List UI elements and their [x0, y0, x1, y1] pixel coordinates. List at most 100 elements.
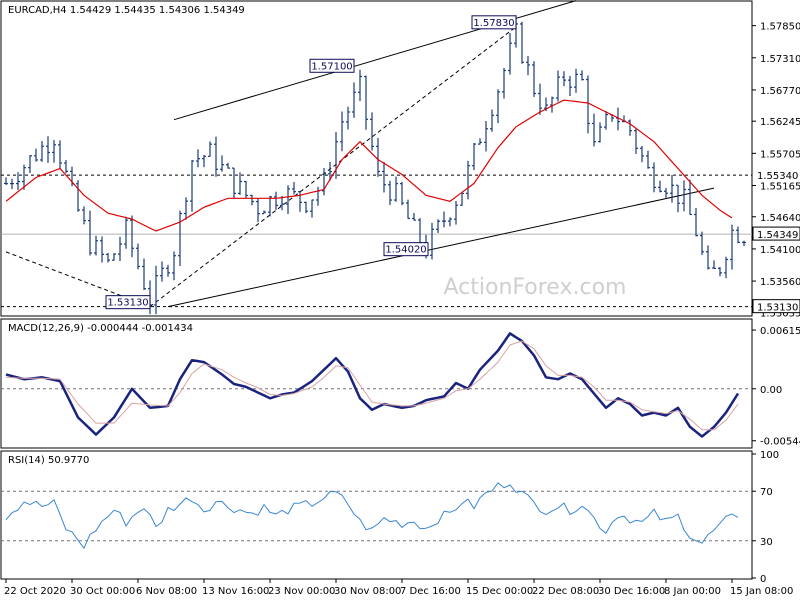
candle	[532, 61, 536, 97]
candle	[118, 236, 122, 261]
candle	[358, 69, 362, 102]
macd-axis: 0.006155 0.00 -0.005449	[752, 326, 800, 448]
macd-plot	[1, 332, 752, 438]
macd-tick-label: 0.00	[760, 385, 782, 396]
rsi-axis: 100 70 30 0	[752, 450, 779, 585]
candle	[400, 181, 404, 206]
candle	[28, 155, 32, 174]
price-mark-label: 1.54349	[757, 230, 798, 241]
candle	[448, 217, 452, 227]
price-tick-label: 1.56245	[760, 117, 800, 128]
candle	[658, 180, 662, 193]
price-tick-label: 1.54100	[760, 245, 800, 256]
candle	[100, 236, 104, 263]
candle	[538, 83, 542, 115]
candle	[394, 176, 398, 202]
candle	[106, 252, 110, 263]
candle	[250, 194, 254, 206]
annotation-text: 1.54020	[385, 245, 426, 256]
candle	[328, 161, 332, 181]
candle	[586, 75, 590, 134]
candle	[310, 199, 314, 218]
candle	[742, 240, 746, 247]
candle	[142, 258, 146, 291]
candle	[556, 70, 560, 102]
macd-series-1	[5, 340, 739, 431]
candle	[136, 243, 140, 270]
rsi-plot	[1, 482, 752, 549]
candle	[316, 186, 320, 206]
candle	[244, 180, 248, 199]
price-mark-bg	[753, 168, 800, 182]
time-tick-label: 30 Dec 16:00	[598, 586, 665, 597]
candle	[712, 260, 716, 270]
candle	[262, 210, 266, 215]
candle	[40, 141, 44, 162]
moving-average-line	[5, 99, 733, 232]
price-tick-label: 1.56770	[760, 86, 800, 97]
candle	[388, 180, 392, 206]
time-tick-label: 6 Nov 08:00	[136, 586, 197, 597]
candle	[646, 150, 650, 169]
candle	[364, 75, 368, 130]
candle	[430, 222, 434, 260]
candle	[442, 211, 446, 228]
candle	[82, 206, 86, 225]
annotation-box	[309, 58, 355, 73]
time-tick-label: 7 Dec 16:00	[400, 586, 461, 597]
candle	[238, 172, 242, 195]
time-axis: 22 Oct 2020 30 Oct 00:00 6 Nov 08:00 13 Nov…	[4, 579, 793, 597]
candle	[562, 71, 566, 87]
candle	[682, 180, 686, 212]
candle	[412, 212, 416, 221]
candle	[178, 210, 182, 266]
candle	[166, 264, 170, 277]
time-tick-label: 22 Oct 2020	[4, 586, 66, 597]
candle	[352, 82, 356, 118]
candle	[736, 226, 740, 244]
annotation-text: 1.57100	[311, 61, 352, 72]
candle	[88, 210, 92, 256]
candle	[298, 190, 302, 212]
candle	[700, 231, 704, 255]
candle	[478, 138, 482, 145]
watermark: ActionForex.com	[444, 275, 627, 300]
price-mark-label: 1.55340	[757, 171, 798, 182]
candle	[280, 195, 284, 211]
candle	[220, 155, 224, 172]
annotation-box	[383, 242, 429, 257]
trendline-0	[167, 187, 715, 308]
price-panel-frame	[0, 0, 753, 317]
candle	[226, 162, 230, 169]
annotation-box	[105, 295, 151, 310]
annotation-box	[471, 15, 517, 30]
candle	[436, 219, 440, 233]
candle	[376, 137, 380, 177]
candle	[94, 235, 98, 256]
price-axis: 1.57850 1.57310 1.56770 1.56245 1.55705 1.551…	[752, 22, 800, 319]
candle	[160, 261, 164, 282]
time-tick-label: 30 Oct 00:00	[70, 586, 135, 597]
candle	[382, 162, 386, 193]
price-tick-label: 1.53035	[760, 308, 800, 319]
candle	[520, 21, 524, 64]
candle	[460, 192, 464, 206]
candle	[130, 215, 134, 258]
candle	[526, 55, 530, 76]
macd-tick-label: 0.006155	[760, 326, 800, 337]
candle	[46, 136, 50, 163]
annotation-text: 1.53130	[107, 298, 148, 309]
candle	[604, 110, 608, 130]
time-tick-label: 8 Jan 00:00	[664, 586, 721, 597]
candle	[706, 245, 710, 270]
candle	[454, 200, 458, 225]
candle	[76, 180, 80, 212]
candle	[202, 155, 206, 168]
candle	[208, 141, 212, 157]
rsi-series-0	[5, 482, 739, 549]
candle	[190, 160, 194, 212]
candle	[16, 172, 20, 190]
candle	[676, 184, 680, 213]
price-mark-box	[752, 226, 800, 241]
